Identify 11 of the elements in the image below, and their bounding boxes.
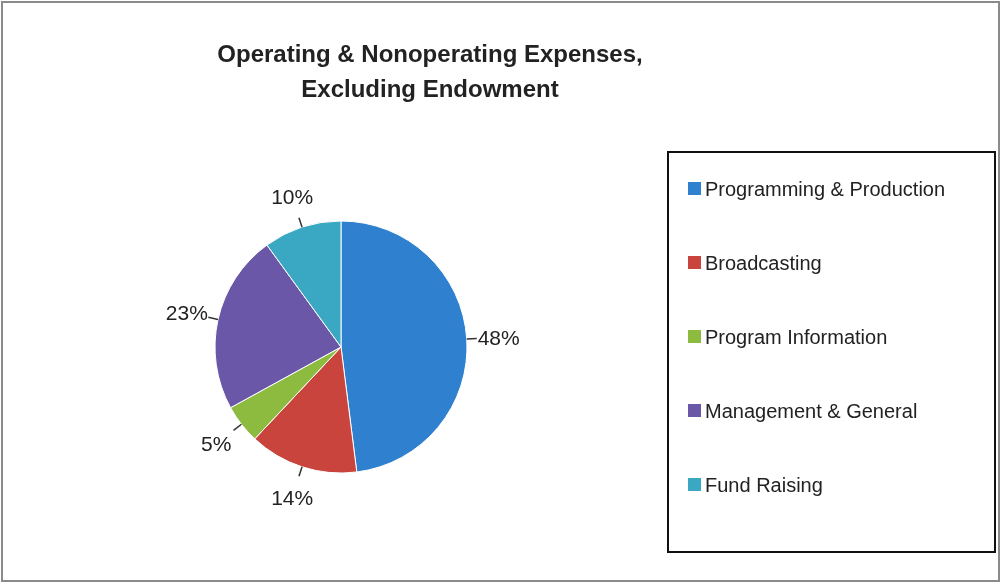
data-label: 14% [271, 485, 314, 509]
data-label: 5% [200, 432, 232, 456]
data-label: 10% [271, 185, 314, 209]
legend-label: Program Information [705, 326, 888, 348]
legend-label: Management & General [705, 400, 918, 422]
data-label: 23% [165, 301, 208, 325]
chart-title: Operating & Nonoperating Expenses, Excluding Endowment [217, 40, 643, 102]
legend-label: Broadcasting [705, 252, 822, 274]
data-label: 48% [477, 325, 520, 349]
legend-label: Programming & Production [705, 178, 946, 200]
legend-label: Fund Raising [705, 474, 823, 496]
